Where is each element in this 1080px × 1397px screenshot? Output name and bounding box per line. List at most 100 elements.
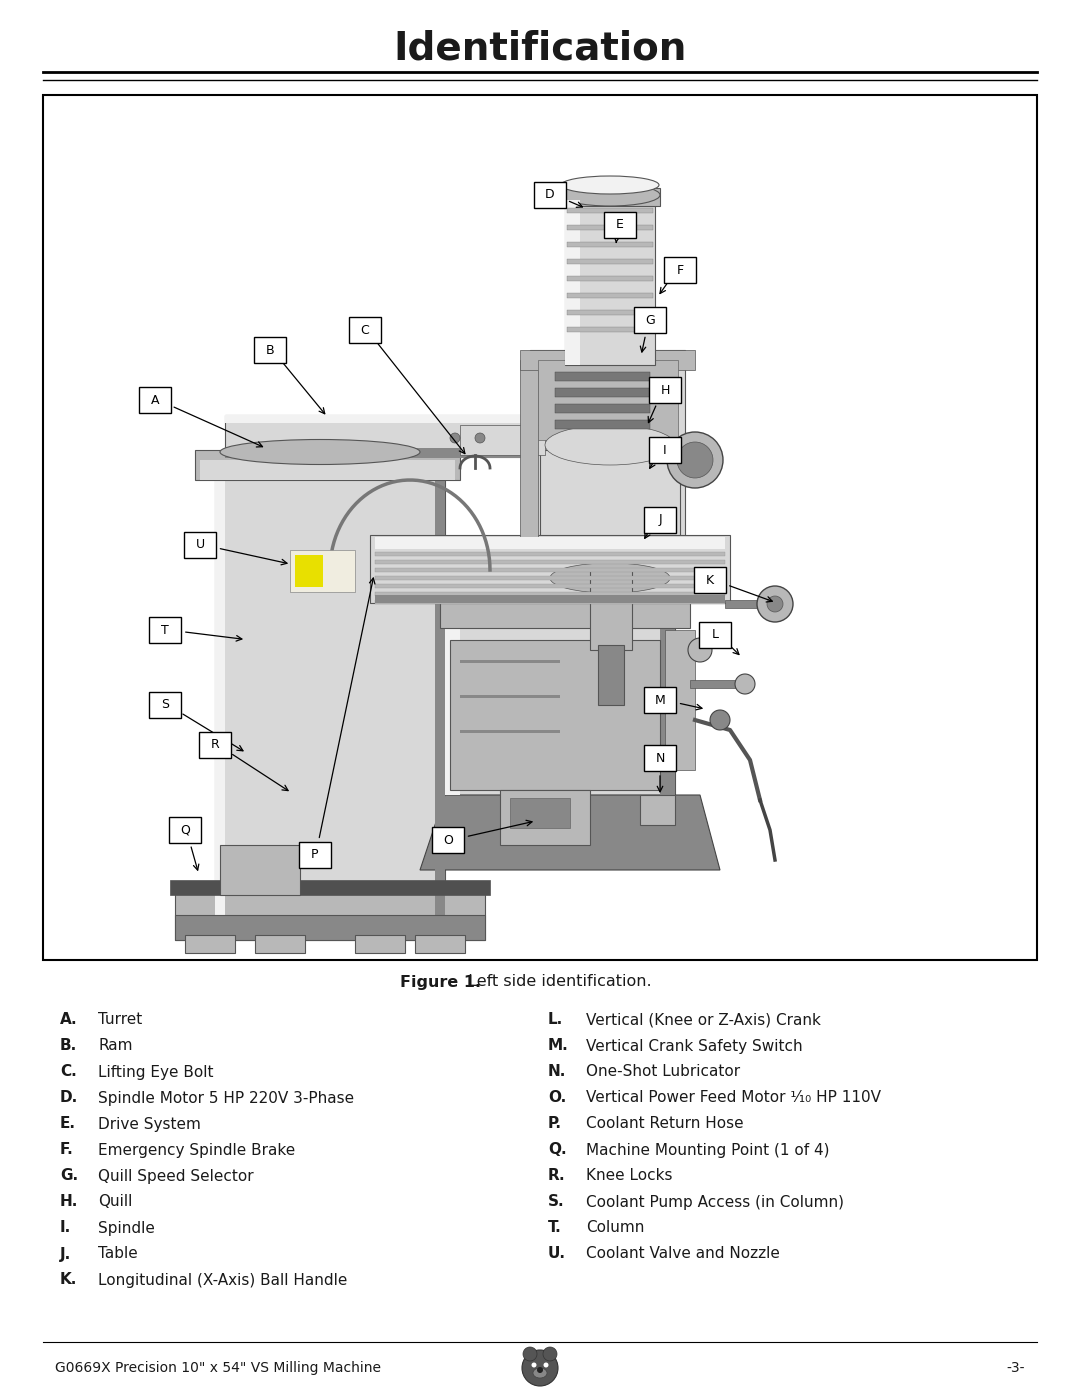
Circle shape xyxy=(543,1347,557,1361)
FancyBboxPatch shape xyxy=(694,567,726,592)
Bar xyxy=(567,310,653,314)
Bar xyxy=(519,360,538,545)
FancyBboxPatch shape xyxy=(184,532,216,557)
Text: Quill Speed Selector: Quill Speed Selector xyxy=(98,1168,254,1183)
Text: N: N xyxy=(656,752,664,764)
Text: E.: E. xyxy=(60,1116,76,1132)
Bar xyxy=(375,560,725,564)
Text: P: P xyxy=(311,848,319,862)
Bar xyxy=(590,570,632,650)
FancyBboxPatch shape xyxy=(149,617,181,643)
Text: F: F xyxy=(676,264,684,277)
Text: I.: I. xyxy=(60,1221,71,1235)
Bar xyxy=(500,789,590,845)
Bar xyxy=(555,420,650,429)
Bar xyxy=(565,200,580,365)
Circle shape xyxy=(522,1350,558,1386)
Text: R.: R. xyxy=(548,1168,566,1183)
Text: Ram: Ram xyxy=(98,1038,133,1053)
Bar xyxy=(725,599,770,608)
Bar xyxy=(295,555,323,587)
FancyBboxPatch shape xyxy=(534,182,566,208)
Bar xyxy=(540,450,680,580)
Text: Identification: Identification xyxy=(393,29,687,67)
FancyBboxPatch shape xyxy=(649,437,681,462)
Text: Longitudinal (X-Axis) Ball Handle: Longitudinal (X-Axis) Ball Handle xyxy=(98,1273,348,1288)
Text: H: H xyxy=(660,384,670,397)
Text: Spindle: Spindle xyxy=(98,1221,154,1235)
Text: Vertical Power Feed Motor ¹⁄₁₀ HP 110V: Vertical Power Feed Motor ¹⁄₁₀ HP 110V xyxy=(586,1091,881,1105)
Bar xyxy=(375,584,725,588)
FancyBboxPatch shape xyxy=(432,827,464,854)
Bar xyxy=(460,731,561,733)
Circle shape xyxy=(735,673,755,694)
Ellipse shape xyxy=(550,563,670,592)
Text: Figure 1.: Figure 1. xyxy=(400,975,481,989)
Text: One-Shot Lubricator: One-Shot Lubricator xyxy=(586,1065,740,1080)
FancyBboxPatch shape xyxy=(299,842,330,868)
Text: O: O xyxy=(443,834,453,847)
Text: B: B xyxy=(266,344,274,356)
Text: T: T xyxy=(161,623,168,637)
Text: F.: F. xyxy=(60,1143,73,1158)
Bar xyxy=(225,415,605,457)
Bar xyxy=(640,795,675,826)
Text: M.: M. xyxy=(548,1038,569,1053)
Bar xyxy=(567,242,653,247)
FancyBboxPatch shape xyxy=(644,507,676,534)
Text: J: J xyxy=(658,514,662,527)
Bar xyxy=(225,415,605,423)
Bar xyxy=(220,845,300,895)
FancyBboxPatch shape xyxy=(644,745,676,771)
FancyBboxPatch shape xyxy=(199,732,231,759)
Bar xyxy=(375,569,725,571)
Text: -3-: -3- xyxy=(1007,1361,1025,1375)
Bar xyxy=(660,620,675,795)
Text: Left side identification.: Left side identification. xyxy=(463,975,651,989)
Bar xyxy=(555,388,650,397)
Text: L.: L. xyxy=(548,1013,564,1028)
Circle shape xyxy=(523,1347,537,1361)
FancyBboxPatch shape xyxy=(634,307,666,332)
Bar xyxy=(375,599,725,604)
Circle shape xyxy=(531,1362,537,1368)
Bar xyxy=(460,659,561,664)
Bar xyxy=(225,448,605,458)
Circle shape xyxy=(767,597,783,612)
Bar xyxy=(375,595,725,604)
Circle shape xyxy=(537,1368,543,1373)
Text: T.: T. xyxy=(548,1221,562,1235)
Text: Coolant Pump Access (in Column): Coolant Pump Access (in Column) xyxy=(586,1194,843,1210)
Circle shape xyxy=(450,433,460,443)
FancyBboxPatch shape xyxy=(649,377,681,402)
Text: Q: Q xyxy=(180,823,190,837)
Text: Vertical (Knee or Z-Axis) Crank: Vertical (Knee or Z-Axis) Crank xyxy=(586,1013,821,1028)
Ellipse shape xyxy=(220,440,420,464)
Text: B.: B. xyxy=(60,1038,78,1053)
Text: A: A xyxy=(151,394,159,407)
Bar xyxy=(530,351,685,550)
Bar xyxy=(555,372,650,381)
Text: S: S xyxy=(161,698,168,711)
Bar xyxy=(561,189,660,205)
Bar xyxy=(565,200,654,365)
FancyBboxPatch shape xyxy=(349,317,381,344)
Text: G.: G. xyxy=(60,1168,78,1183)
Text: P.: P. xyxy=(548,1116,562,1132)
Bar xyxy=(215,469,445,921)
Bar xyxy=(510,798,570,828)
Text: H.: H. xyxy=(60,1194,79,1210)
Bar xyxy=(440,590,690,629)
Bar xyxy=(445,620,675,795)
Bar xyxy=(375,592,725,597)
Text: Column: Column xyxy=(586,1221,645,1235)
Ellipse shape xyxy=(561,176,659,194)
Bar xyxy=(415,935,465,953)
Text: Lifting Eye Bolt: Lifting Eye Bolt xyxy=(98,1065,214,1080)
Bar xyxy=(195,450,460,481)
Text: K.: K. xyxy=(60,1273,78,1288)
Text: I: I xyxy=(663,443,666,457)
Bar xyxy=(435,469,445,921)
FancyBboxPatch shape xyxy=(139,387,171,414)
Circle shape xyxy=(543,1362,549,1368)
